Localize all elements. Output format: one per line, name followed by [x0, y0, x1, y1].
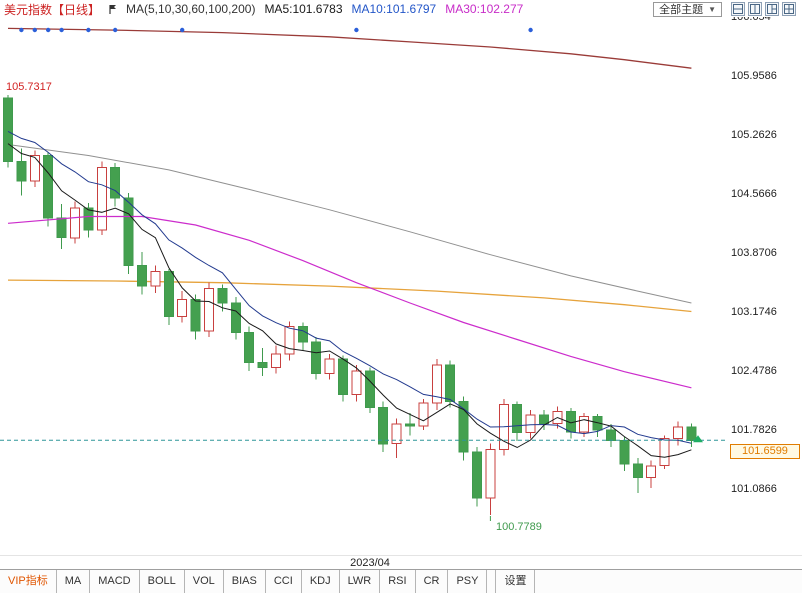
indicator-tab[interactable]: VIP指标 — [0, 570, 57, 593]
high-price-label: 105.7317 — [6, 81, 52, 93]
ma10-line — [7, 130, 692, 444]
indicator-tab[interactable]: LWR — [340, 570, 381, 593]
indicator-tab[interactable]: PSY — [448, 570, 488, 593]
y-axis-label: 101.7826 — [731, 424, 777, 436]
indicator-tab[interactable]: CR — [416, 570, 449, 593]
indicator-tab[interactable]: 设置 — [495, 570, 536, 593]
symbol-title: 美元指数【日线】 — [4, 2, 101, 17]
price-arrow-icon — [693, 435, 703, 443]
x-axis-date-label: 2023/04 — [350, 557, 390, 569]
ma60-line — [7, 144, 692, 304]
ma5-line — [7, 143, 692, 458]
y-axis-label: 101.0866 — [731, 483, 777, 495]
indicator-toolbar: VIP指标 MA MACD BOLL VOL BIAS CCI KDJ LWR RSI CR PSY 设… — [0, 569, 802, 593]
layout-grid-icon[interactable] — [782, 2, 796, 16]
y-axis-label: 104.5666 — [731, 188, 777, 200]
low-price-label: 100.7789 — [496, 521, 542, 533]
y-axis-label: 105.2626 — [731, 129, 777, 141]
indicator-tab[interactable]: KDJ — [302, 570, 340, 593]
indicator-tab[interactable]: VOL — [185, 570, 224, 593]
layout-icon-group — [731, 2, 796, 16]
layout-split-icon[interactable] — [748, 2, 762, 16]
event-markers — [19, 27, 533, 33]
indicator-tab[interactable]: RSI — [380, 570, 416, 593]
y-axis-label: 102.4786 — [731, 365, 777, 377]
ma30-value: MA30:102.277 — [445, 2, 524, 16]
y-axis-label: 103.8706 — [731, 247, 777, 259]
y-axis-label: 105.9586 — [731, 70, 777, 82]
ma10-value: MA10:101.6797 — [351, 2, 437, 16]
indicator-tab[interactable]: CCI — [266, 570, 302, 593]
indicator-tab[interactable]: MA — [57, 570, 91, 593]
ma30-line — [7, 215, 692, 389]
ma100-line — [7, 279, 692, 313]
indicator-tab[interactable]: BOLL — [140, 570, 185, 593]
theme-selector-button[interactable]: 全部主题 ▼ — [653, 1, 722, 17]
y-axis-label: 103.1746 — [731, 306, 777, 318]
flag-icon[interactable] — [109, 4, 117, 15]
ma5-value: MA5:101.6783 — [264, 2, 343, 16]
chevron-down-icon: ▼ — [708, 4, 716, 14]
candles — [3, 95, 697, 515]
ma-settings-label: MA(5,10,30,60,100,200) — [126, 2, 256, 16]
layout-single-icon[interactable] — [731, 2, 745, 16]
chart-header: 美元指数【日线】 MA(5,10,30,60,100,200) MA5:101.… — [0, 0, 802, 17]
current-price-tag: 101.6599 — [730, 444, 800, 459]
x-axis: 2023/04 — [0, 556, 802, 569]
layout-triple-icon[interactable] — [765, 2, 779, 16]
theme-selector-label: 全部主题 — [659, 4, 704, 16]
ma200-line — [7, 27, 692, 69]
indicator-tab[interactable]: BIAS — [224, 570, 266, 593]
indicator-tab[interactable]: MACD — [90, 570, 140, 593]
